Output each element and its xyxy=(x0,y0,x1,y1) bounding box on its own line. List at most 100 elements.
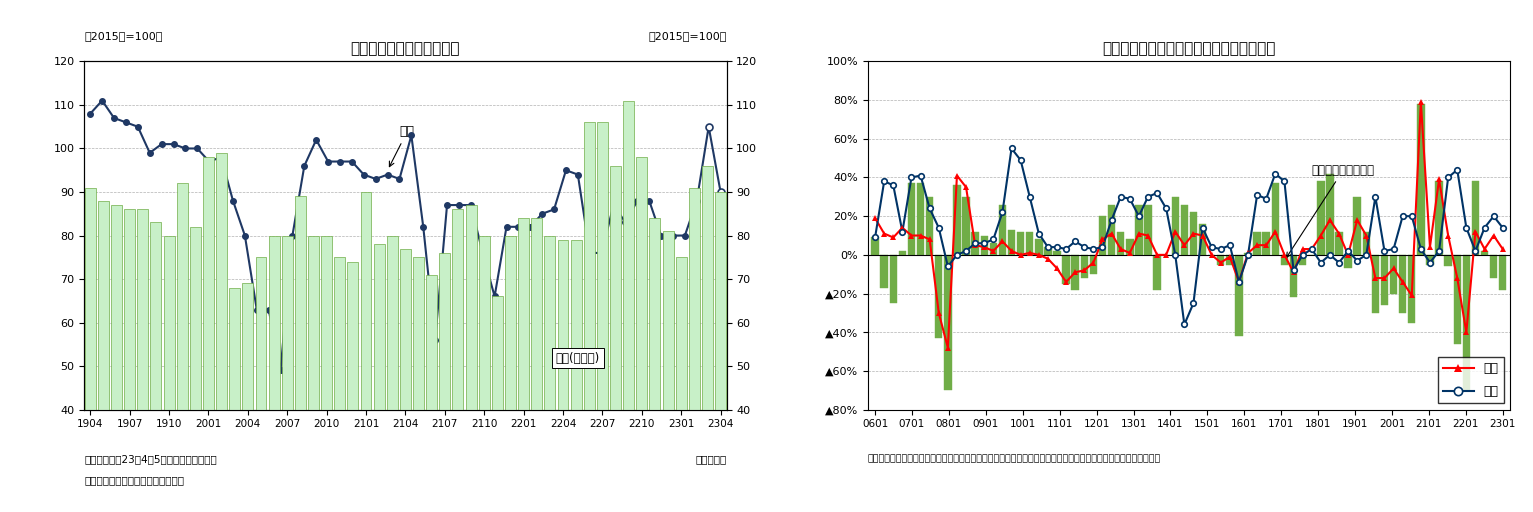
Bar xyxy=(935,255,943,338)
Bar xyxy=(1499,255,1507,290)
Bar xyxy=(532,218,543,512)
Bar xyxy=(1016,231,1024,255)
Bar xyxy=(216,153,227,512)
Bar xyxy=(1453,255,1461,344)
Bar xyxy=(1426,255,1433,265)
Bar xyxy=(426,274,437,512)
Bar xyxy=(889,255,897,303)
Bar xyxy=(1108,205,1116,255)
Bar xyxy=(1144,205,1151,255)
Bar xyxy=(702,166,713,512)
Bar xyxy=(1090,255,1098,274)
Bar xyxy=(972,231,980,255)
Text: （注）出荷・在庫バランス＝出荷・前年比－在庫・前年比　（資料）経済産業省「鉱工業指数」　（年・四半期）: （注）出荷・在庫バランス＝出荷・前年比－在庫・前年比 （資料）経済産業省「鉱工業… xyxy=(868,455,1160,464)
Bar xyxy=(1127,240,1133,255)
Bar xyxy=(84,188,95,512)
Bar xyxy=(650,218,661,512)
Bar xyxy=(981,236,987,255)
Text: （2015年=100）: （2015年=100） xyxy=(84,31,162,40)
Bar xyxy=(570,240,581,512)
Bar xyxy=(190,227,201,512)
Bar xyxy=(1062,255,1070,284)
Bar xyxy=(1171,197,1179,255)
Bar xyxy=(1226,255,1234,265)
Bar xyxy=(1335,231,1343,255)
Bar xyxy=(917,183,924,255)
Bar xyxy=(400,249,411,512)
Bar xyxy=(908,183,915,255)
Bar xyxy=(492,296,503,512)
Bar xyxy=(150,222,161,512)
Bar xyxy=(1081,255,1088,278)
Bar xyxy=(308,236,319,512)
Bar xyxy=(1236,255,1243,336)
Bar xyxy=(1099,216,1107,255)
Bar xyxy=(636,157,647,512)
Bar xyxy=(1254,231,1260,255)
Bar xyxy=(1072,255,1079,290)
Bar xyxy=(1363,231,1371,255)
Bar xyxy=(1271,183,1279,255)
Bar xyxy=(374,244,385,512)
Bar xyxy=(1407,255,1415,323)
Bar xyxy=(990,243,996,255)
Bar xyxy=(1490,255,1498,278)
Bar xyxy=(584,122,595,512)
Bar xyxy=(1044,247,1052,255)
Bar xyxy=(164,236,175,512)
Bar xyxy=(610,166,621,512)
Bar xyxy=(518,218,529,512)
Bar xyxy=(1153,255,1160,290)
Bar xyxy=(963,197,970,255)
Text: 在庫(右目盛): 在庫(右目盛) xyxy=(556,352,599,365)
Text: （資料）経済産業省「鉱工業指数」: （資料）経済産業省「鉱工業指数」 xyxy=(84,475,184,485)
Bar xyxy=(1217,255,1225,265)
Bar xyxy=(1372,255,1380,313)
Bar xyxy=(1298,255,1306,265)
Bar xyxy=(1317,181,1325,255)
Bar xyxy=(230,288,241,512)
Title: 電子部品・デバイスの出荷・在庫バランス: 電子部品・デバイスの出荷・在庫バランス xyxy=(1102,41,1275,56)
Bar xyxy=(334,257,345,512)
Bar xyxy=(926,197,934,255)
Text: （注）生産の23年4、5月は予測指数で延長: （注）生産の23年4、5月は予測指数で延長 xyxy=(84,454,218,464)
Bar xyxy=(714,192,727,512)
Bar xyxy=(294,196,305,512)
Bar xyxy=(504,236,517,512)
Bar xyxy=(110,205,123,512)
Bar xyxy=(1035,240,1042,255)
Bar xyxy=(1199,224,1206,255)
Bar xyxy=(320,236,333,512)
Bar xyxy=(1381,255,1389,305)
Bar xyxy=(1481,251,1489,255)
Bar xyxy=(676,257,687,512)
Bar xyxy=(1390,255,1397,293)
Bar xyxy=(242,284,253,512)
Bar xyxy=(386,236,397,512)
Bar xyxy=(1472,181,1479,255)
Bar xyxy=(412,257,425,512)
Bar xyxy=(662,231,673,512)
Bar xyxy=(124,209,135,512)
Bar xyxy=(1289,255,1297,297)
Bar xyxy=(1007,230,1015,255)
Bar xyxy=(176,183,187,512)
Bar xyxy=(688,188,699,512)
Legend: 出荷, 在庫: 出荷, 在庫 xyxy=(1438,357,1504,403)
Bar xyxy=(1326,174,1334,255)
Bar xyxy=(944,255,952,390)
Bar xyxy=(1462,255,1470,390)
Bar xyxy=(1416,104,1424,255)
Bar xyxy=(1435,181,1443,255)
Bar xyxy=(1280,255,1288,265)
Text: （年・月）: （年・月） xyxy=(696,454,727,464)
Bar xyxy=(898,251,906,255)
Bar xyxy=(466,205,477,512)
Bar xyxy=(871,238,878,255)
Bar xyxy=(268,236,279,512)
Bar xyxy=(1400,255,1406,313)
Bar xyxy=(138,209,149,512)
Bar xyxy=(544,236,555,512)
Text: 出荷・在庫バランス: 出荷・在庫バランス xyxy=(1286,164,1375,258)
Bar xyxy=(478,236,489,512)
